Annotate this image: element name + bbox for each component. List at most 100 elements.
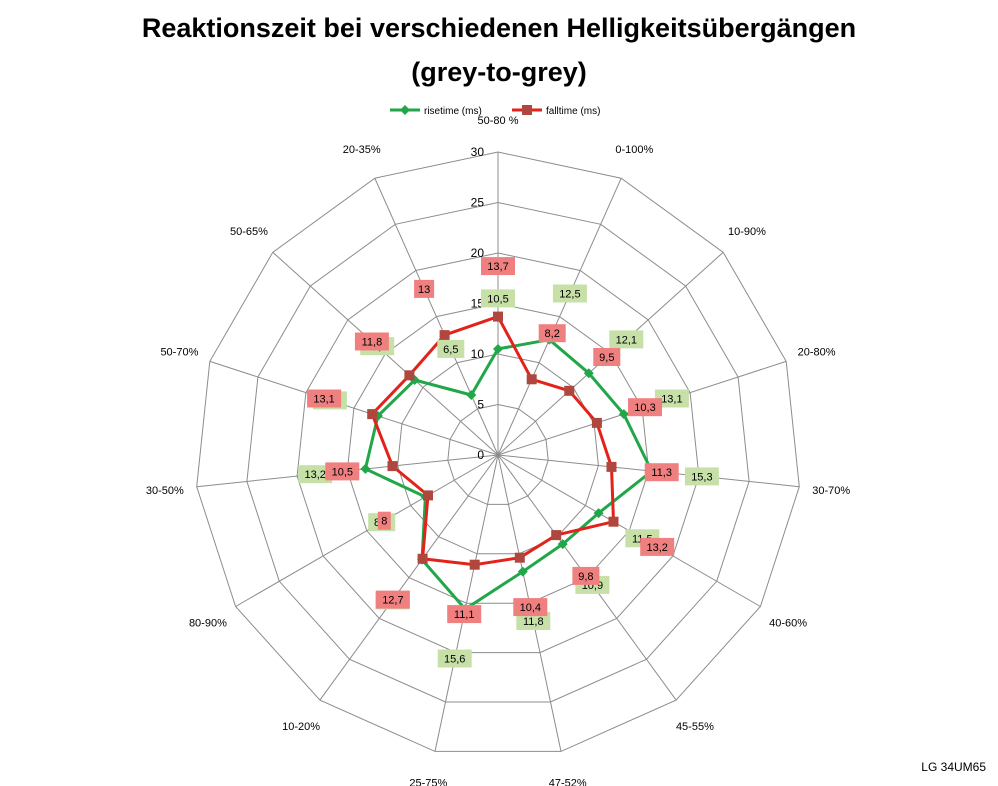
data-label: 10,5 bbox=[332, 466, 353, 478]
spoke-10 bbox=[235, 454, 499, 607]
data-label-bg bbox=[481, 257, 515, 276]
legend-label: falltime (ms) bbox=[546, 106, 600, 117]
spoke-9 bbox=[319, 454, 499, 701]
legend-marker bbox=[522, 105, 532, 115]
data-label: 13,7 bbox=[487, 261, 508, 273]
category-label: 47-52% bbox=[549, 778, 587, 786]
data-label-bg bbox=[644, 463, 679, 482]
spoke-8 bbox=[434, 454, 499, 752]
series-marker bbox=[606, 461, 617, 472]
category-label: 30-50% bbox=[146, 485, 184, 497]
model-label: LG 34UM65 bbox=[921, 760, 986, 774]
data-label-bg bbox=[516, 612, 551, 630]
data-label: 15,3 bbox=[691, 471, 712, 483]
data-label-bg bbox=[593, 348, 621, 366]
category-label: 20-80% bbox=[798, 347, 836, 359]
series-marker bbox=[551, 530, 562, 541]
data-label-bg bbox=[628, 398, 662, 417]
chart-title-block: Reaktionszeit bei verschiedenen Helligke… bbox=[0, 6, 998, 94]
series-marker bbox=[387, 461, 398, 472]
series-marker bbox=[469, 559, 480, 570]
series-line-1 bbox=[370, 315, 615, 567]
series-marker bbox=[517, 566, 528, 577]
series-marker bbox=[439, 330, 450, 341]
series-marker bbox=[591, 417, 602, 428]
data-label-bg bbox=[375, 590, 410, 609]
data-label-bg bbox=[640, 537, 675, 556]
category-label: 10-20% bbox=[282, 721, 320, 733]
category-label: 50-80 % bbox=[478, 115, 519, 127]
series-marker bbox=[514, 552, 525, 563]
legend-label: risetime (ms) bbox=[424, 106, 482, 117]
data-label-bg bbox=[437, 649, 472, 668]
data-label: 13,2 bbox=[646, 542, 667, 554]
tick-label: 10 bbox=[471, 347, 485, 361]
category-label: 25-75% bbox=[409, 778, 447, 786]
data-label: 12,7 bbox=[382, 595, 403, 607]
data-label-bg bbox=[552, 284, 587, 303]
spoke-14 bbox=[374, 177, 499, 456]
data-label-bg bbox=[609, 330, 644, 349]
series-marker bbox=[423, 490, 433, 501]
data-label-bg bbox=[481, 289, 515, 308]
category-label: 50-70% bbox=[160, 347, 198, 359]
tick-label: 25 bbox=[471, 196, 485, 210]
grid-ring-30 bbox=[196, 151, 800, 752]
category-label: 0-100% bbox=[615, 144, 653, 156]
tick-label: 30 bbox=[471, 145, 485, 159]
series-marker bbox=[367, 409, 378, 420]
chart-subtitle: (grey-to-grey) bbox=[411, 57, 587, 87]
tick-label: 20 bbox=[471, 246, 485, 260]
category-label: 80-90% bbox=[189, 618, 227, 630]
data-label-bg bbox=[572, 566, 600, 585]
spoke-1 bbox=[497, 177, 622, 456]
data-label-bg bbox=[538, 324, 566, 343]
data-label: 9,8 bbox=[578, 571, 593, 583]
tick-label: 15 bbox=[471, 297, 485, 311]
radar-series bbox=[360, 311, 657, 615]
category-label: 40-60% bbox=[769, 618, 807, 630]
series-marker bbox=[493, 343, 503, 354]
series-marker bbox=[557, 539, 568, 550]
data-label: 8,2 bbox=[545, 328, 560, 340]
data-label-bg bbox=[447, 605, 482, 624]
radar-data-labels: 10,512,512,113,115,311,510,911,815,612,8… bbox=[298, 257, 719, 668]
grid-ring-15 bbox=[346, 302, 650, 604]
series-marker bbox=[564, 385, 575, 396]
grid-ring-25 bbox=[246, 201, 750, 703]
tick-label: 0 bbox=[477, 448, 484, 462]
category-label: 20-35% bbox=[343, 144, 381, 156]
data-label-bg bbox=[684, 467, 719, 486]
data-label-bg bbox=[513, 598, 548, 617]
data-label-bg bbox=[654, 389, 689, 408]
data-label: 11,8 bbox=[523, 616, 544, 628]
data-label-bg bbox=[307, 389, 342, 408]
legend-marker bbox=[400, 105, 410, 115]
radar-category-labels: 50-80 % 0-100% 10-90% 20-80% 30-70% 40-60% 45-… bbox=[146, 115, 851, 786]
data-label: 9,5 bbox=[599, 352, 614, 364]
data-label-bg bbox=[377, 511, 391, 530]
series-marker bbox=[493, 311, 503, 322]
data-label: 13,1 bbox=[313, 394, 334, 406]
data-label-bg bbox=[437, 339, 465, 358]
radar-tick-labels: 0 5 10 15 20 25 30 bbox=[471, 145, 485, 462]
chart-legend: risetime (ms) falltime (ms) bbox=[390, 105, 600, 117]
series-marker bbox=[608, 516, 619, 527]
category-label: 50-65% bbox=[230, 226, 268, 238]
series-marker bbox=[526, 374, 537, 385]
series-line-0 bbox=[363, 338, 654, 611]
data-label-bg bbox=[414, 279, 435, 298]
category-label: 10-90% bbox=[728, 226, 766, 238]
grid-ring-5 bbox=[447, 403, 549, 505]
series-marker bbox=[417, 553, 428, 564]
data-label: 12,1 bbox=[616, 334, 637, 346]
series-marker bbox=[404, 370, 415, 381]
category-label: 45-55% bbox=[676, 721, 714, 733]
data-label: 10,3 bbox=[634, 402, 655, 414]
chart-title: Reaktionszeit bei verschiedenen Helligke… bbox=[141, 13, 857, 43]
series-marker bbox=[360, 463, 371, 474]
series-marker bbox=[593, 508, 604, 519]
data-label: 11,3 bbox=[651, 467, 672, 479]
